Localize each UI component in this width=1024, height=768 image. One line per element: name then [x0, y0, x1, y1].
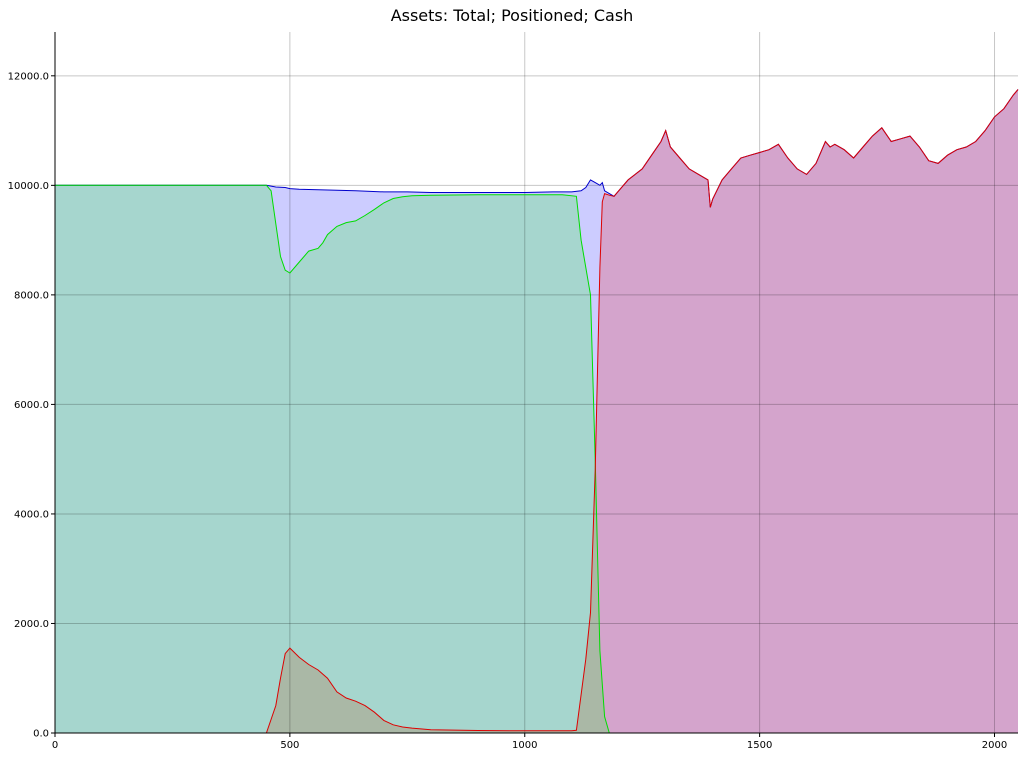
- x-tick-label: 1000: [512, 740, 537, 751]
- x-tick-label: 1500: [747, 740, 772, 751]
- positioned-line: [55, 89, 1019, 734]
- tick-labels: 0 500 1000 1500 2000 0.0 2000.0 4000.0 6000.0 800…: [8, 71, 1008, 751]
- grid-lines: [55, 32, 1018, 733]
- axes: [54, 32, 1018, 734]
- y-tick-label: 0.0: [33, 729, 49, 740]
- x-tick-label: 2000: [982, 740, 1007, 751]
- y-tick-label: 8000.0: [14, 290, 49, 301]
- area-fills: [55, 89, 1018, 734]
- y-tick-label: 12000.0: [8, 71, 49, 82]
- cash-area: [55, 185, 1018, 734]
- x-tick-label: 0: [52, 740, 58, 751]
- y-tick-label: 10000.0: [8, 181, 49, 192]
- chart-title: Assets: Total; Positioned; Cash: [390, 6, 634, 25]
- x-tick-label: 500: [280, 740, 299, 751]
- y-tick-label: 2000.0: [14, 619, 49, 630]
- y-tick-label: 4000.0: [14, 509, 49, 520]
- y-tick-label: 6000.0: [14, 400, 49, 411]
- positioned-area: [55, 89, 1018, 733]
- cash-line: [55, 184, 1018, 734]
- series-lines: [55, 89, 1019, 734]
